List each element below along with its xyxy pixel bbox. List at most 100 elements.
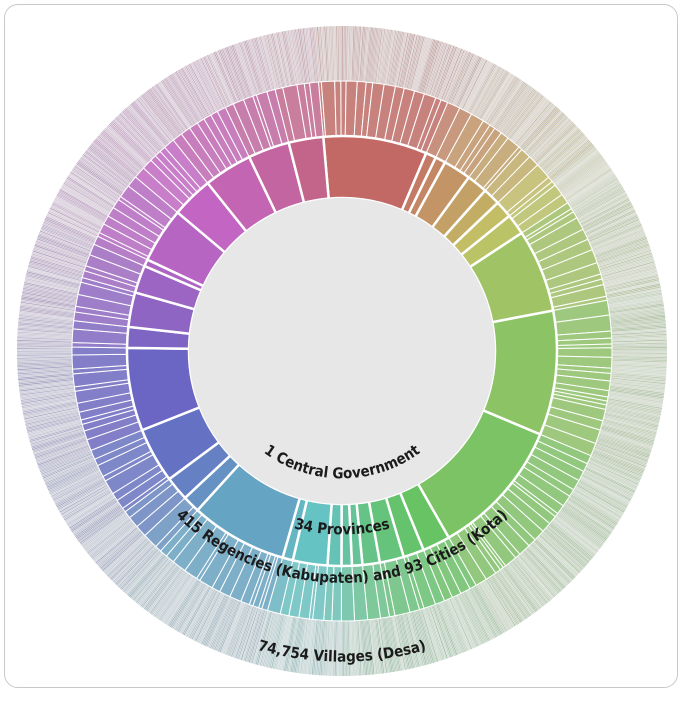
village-tick: [19, 385, 75, 393]
village-tick: [571, 493, 619, 523]
village-tick: [439, 602, 460, 655]
village-tick: [30, 429, 84, 446]
village-tick: [296, 618, 305, 673]
village-tick: [401, 614, 415, 669]
village-tick: [34, 438, 87, 457]
village-tick: [610, 382, 665, 390]
village-tick: [480, 71, 510, 120]
village-tick: [246, 608, 263, 662]
village-tick: [269, 614, 283, 669]
village-tick: [532, 120, 572, 160]
village-tick: [184, 587, 213, 636]
village-tick: [596, 440, 649, 460]
village-tick: [113, 119, 153, 160]
village-tick: [59, 190, 108, 219]
village-tick: [254, 610, 270, 665]
village-tick: [601, 261, 655, 278]
village-tick: [18, 374, 74, 381]
village-tick: [414, 611, 430, 665]
village-tick: [383, 29, 393, 85]
village-tick: [597, 439, 650, 458]
village-tick: [155, 572, 188, 618]
village-tick: [400, 33, 414, 88]
village-tick: [586, 212, 637, 237]
village-tick: [433, 604, 454, 657]
village-tick: [514, 100, 551, 144]
village-tick: [94, 139, 137, 177]
village-tick: [151, 86, 185, 132]
village-tick: [95, 527, 138, 564]
village-tick: [587, 215, 638, 239]
village-tick: [573, 488, 622, 518]
village-tick: [569, 495, 617, 526]
village-tick: [179, 585, 208, 634]
village-tick: [570, 494, 618, 524]
village-tick: [272, 614, 286, 669]
village-tick: [611, 358, 667, 361]
village-tick: [18, 376, 74, 383]
village-tick: [390, 616, 401, 671]
village-tick: [359, 26, 364, 82]
village-tick: [72, 501, 119, 534]
village-tick: [412, 611, 429, 665]
village-tick: [168, 75, 199, 123]
village-tick: [550, 143, 593, 180]
village-tick: [204, 56, 229, 107]
village-tick: [585, 209, 636, 235]
village-tick: [30, 428, 84, 445]
village-tick: [608, 393, 663, 403]
village-tick: [462, 592, 488, 642]
village-tick: [568, 173, 615, 205]
village-tick: [601, 259, 655, 276]
village-tick: [285, 616, 296, 672]
village-tick: [600, 256, 654, 274]
village-tick: [591, 453, 643, 476]
village-tick: [405, 613, 420, 667]
village-tick: [40, 229, 92, 251]
village-tick: [26, 415, 80, 429]
village-tick: [18, 320, 74, 327]
village-tick: [506, 565, 541, 610]
village-tick: [220, 601, 242, 653]
village-tick: [16, 349, 72, 351]
village-tick: [478, 70, 507, 119]
village-tick: [548, 141, 592, 178]
village-tick: [223, 48, 245, 100]
village-tick: [17, 326, 73, 332]
village-tick: [25, 275, 80, 289]
village-tick: [611, 325, 667, 331]
village-tick: [592, 229, 644, 251]
village-tick: [529, 544, 569, 585]
village-tick: [555, 152, 600, 187]
village-tick: [289, 30, 299, 85]
village-tick: [77, 160, 123, 194]
village-tick: [18, 375, 74, 382]
village-tick: [534, 539, 575, 579]
village-tick: [17, 344, 73, 346]
village-tick: [42, 455, 94, 478]
village-tick: [463, 591, 489, 642]
village-tick: [279, 31, 291, 87]
village-tick: [294, 618, 304, 673]
village-tick: [458, 57, 484, 108]
village-tick: [18, 372, 73, 378]
village-tick: [18, 323, 73, 329]
village-tick: [396, 32, 409, 87]
village-tick: [97, 136, 140, 174]
village-tick: [582, 473, 632, 500]
village-tick: [525, 548, 564, 590]
village-tick: [604, 415, 658, 429]
village-tick: [522, 109, 560, 151]
village-tick: [65, 493, 113, 523]
village-tick: [226, 47, 247, 99]
village-tick: [509, 95, 544, 140]
village-tick: [55, 197, 105, 224]
village-tick: [557, 154, 602, 189]
village-tick: [32, 252, 85, 270]
village-tick: [198, 593, 224, 644]
village-tick: [23, 287, 78, 300]
village-tick: [95, 138, 138, 176]
village-tick: [20, 389, 75, 399]
village-tick: [19, 383, 75, 392]
village-tick: [604, 276, 659, 290]
